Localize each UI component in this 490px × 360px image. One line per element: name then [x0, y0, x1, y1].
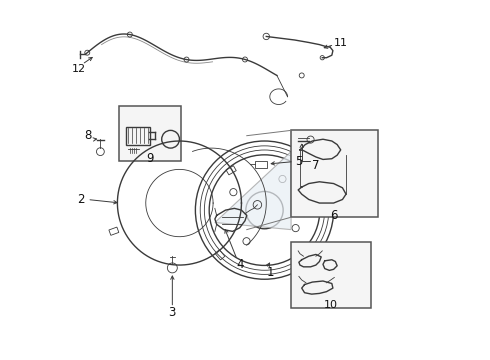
- Circle shape: [299, 73, 304, 78]
- Text: 9: 9: [146, 152, 154, 165]
- Bar: [291, 130, 378, 217]
- Text: 8: 8: [85, 129, 92, 142]
- Bar: [109, 227, 119, 235]
- Text: 2: 2: [77, 193, 85, 206]
- Bar: [226, 166, 236, 175]
- Text: 12: 12: [72, 64, 85, 74]
- Text: 4: 4: [236, 258, 244, 271]
- Bar: [291, 242, 371, 307]
- Text: 6: 6: [331, 209, 338, 222]
- Text: 5: 5: [295, 155, 302, 168]
- Text: 7: 7: [312, 159, 319, 172]
- Text: 11: 11: [334, 38, 348, 48]
- Text: 1: 1: [267, 266, 274, 279]
- Bar: [126, 127, 150, 145]
- Circle shape: [243, 57, 247, 62]
- Circle shape: [127, 32, 132, 37]
- Circle shape: [85, 50, 90, 55]
- Polygon shape: [215, 152, 291, 230]
- Text: 10: 10: [324, 300, 338, 310]
- Circle shape: [184, 57, 189, 62]
- Bar: [255, 161, 268, 168]
- Text: 3: 3: [169, 306, 176, 319]
- Bar: [119, 105, 181, 161]
- Bar: [215, 250, 225, 260]
